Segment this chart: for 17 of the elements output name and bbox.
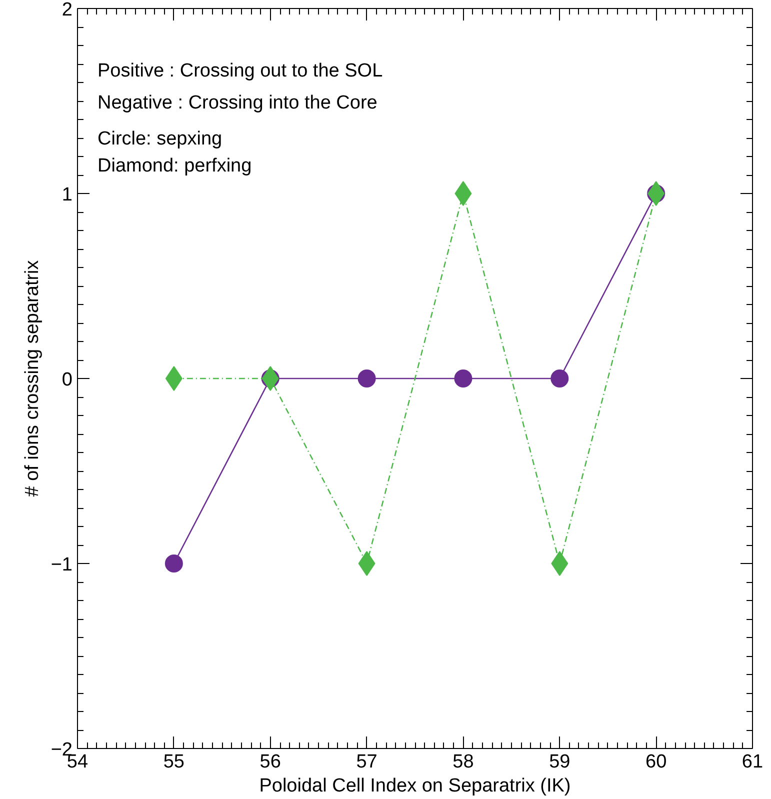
- x-tick-label: 58: [452, 752, 474, 772]
- y-tick-label: 0: [62, 370, 73, 390]
- annotation: Diamond: perfxing: [98, 156, 252, 176]
- y-tick-label: 1: [62, 184, 73, 206]
- x-tick-label: 61: [742, 752, 764, 772]
- y-axis-title: # of ions crossing separatrix: [22, 260, 43, 497]
- x-tick-label: 60: [646, 752, 667, 772]
- x-axis-title: Poloidal Cell Index on Separatrix (IK): [259, 776, 571, 796]
- x-tick-label: 55: [163, 752, 184, 772]
- x-tick-label: 59: [549, 752, 570, 772]
- x-tick-label: 56: [260, 752, 281, 772]
- y-tick-label: 2: [62, 0, 73, 20]
- annotation: Negative : Crossing into the Core: [98, 92, 378, 114]
- annotation: Positive : Crossing out to the SOL: [98, 60, 383, 82]
- x-tick-label: 57: [356, 752, 378, 772]
- annotation: Circle: sepxing: [98, 128, 222, 150]
- y-tick-label: −1: [50, 554, 73, 576]
